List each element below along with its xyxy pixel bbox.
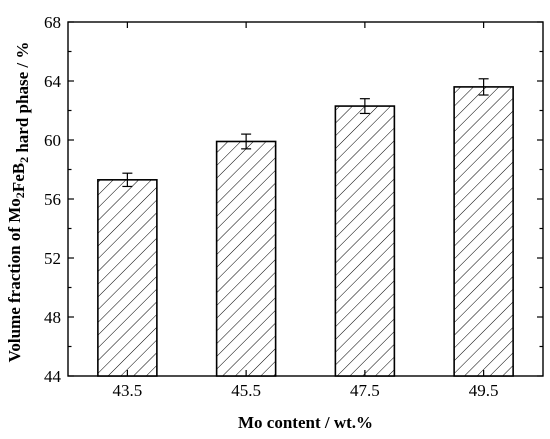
bar (334, 105, 396, 377)
y-axis-title-subscript: 2 (17, 157, 31, 163)
y-tick-label: 44 (44, 367, 62, 386)
y-tick-label: 48 (44, 308, 61, 327)
plot-area: 44 48 52 56 60 64 68 43.5 45.5 47.5 49.5 (44, 13, 544, 400)
bar (97, 179, 158, 377)
bar (215, 140, 277, 377)
x-tick-label: 43.5 (113, 381, 143, 400)
y-axis-title-part: Volume fraction of Mo (5, 198, 24, 362)
y-axis-title-subscript: 2 (13, 192, 27, 198)
y-axis-title-part: FeB (9, 163, 28, 192)
x-tick-label: 49.5 (469, 381, 499, 400)
y-axis-title: Volume fraction of Mo2FeB2 hard phase / … (5, 42, 32, 363)
y-tick-label: 68 (44, 13, 61, 32)
y-tick-label: 60 (44, 131, 61, 150)
y-tick-label: 64 (44, 72, 62, 91)
x-tick-label: 45.5 (231, 381, 261, 400)
bar (453, 86, 514, 377)
x-axis-title: Mo content / wt.% (238, 413, 373, 432)
x-tick-label: 47.5 (350, 381, 380, 400)
y-tick-label: 56 (44, 190, 61, 209)
y-tick-label: 52 (44, 249, 61, 268)
y-axis-title-part: hard phase / % (13, 42, 32, 157)
